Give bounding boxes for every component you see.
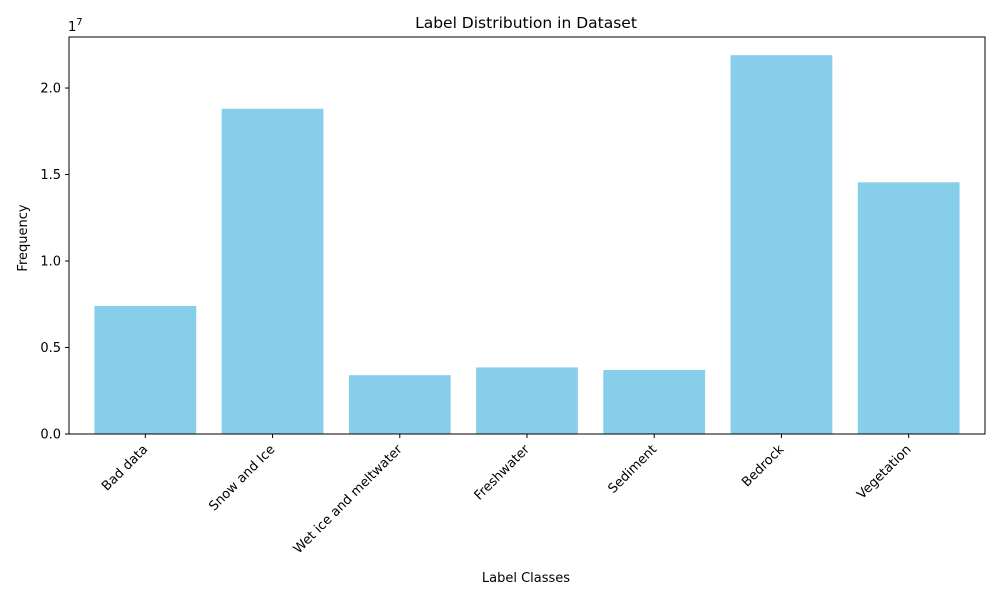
y-axis-title: Frequency <box>16 204 31 271</box>
x-tick-label: Wet ice and meltwater <box>291 442 406 557</box>
x-tick-label: Freshwater <box>472 442 534 504</box>
x-tick-label: Vegetation <box>854 442 914 502</box>
x-tick-label: Snow and Ice <box>206 442 278 514</box>
y-axis: 0.0 0.5 1.0 1.5 2.0 <box>40 82 69 443</box>
bar-bedrock <box>730 55 833 435</box>
x-tick-label: Bad data <box>99 442 151 494</box>
y-axis-offset-label: 17 <box>68 17 83 35</box>
y-tick-label: 0.5 <box>40 341 61 356</box>
y-tick-label: 1.5 <box>40 168 61 183</box>
bar-snow-and-ice <box>221 108 324 435</box>
bar-bad-data <box>94 305 197 434</box>
bar-vegetation <box>857 182 960 434</box>
x-tick-label: Bedrock <box>739 442 787 490</box>
y-tick-label: 1.0 <box>40 255 61 270</box>
y-tick-label: 0.0 <box>40 428 61 443</box>
x-axis: Bad data Snow and Ice Wet ice and meltwate… <box>99 434 914 557</box>
plot-frame <box>68 36 986 435</box>
y-tick-label: 2.0 <box>40 82 61 97</box>
x-axis-title: Label Classes <box>482 571 570 586</box>
chart-title: Label Distribution in Dataset <box>415 14 637 32</box>
bar-wet-ice-and-meltwater <box>348 375 451 434</box>
x-tick-label: Sediment <box>606 442 661 497</box>
bars-layer <box>94 55 960 435</box>
bar-freshwater <box>476 367 578 434</box>
bar-sediment <box>603 369 706 434</box>
